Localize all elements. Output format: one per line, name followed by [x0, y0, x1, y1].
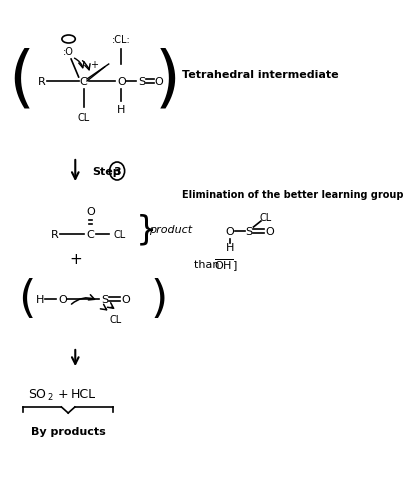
Text: :CL:: :CL: [112, 35, 131, 45]
Text: CL: CL [114, 229, 126, 239]
Text: S: S [139, 77, 146, 87]
Text: R: R [50, 229, 58, 239]
Text: :O: :O [63, 47, 74, 57]
Text: H: H [226, 242, 234, 253]
Text: CL: CL [260, 212, 272, 222]
Text: Tetrahedral intermediate: Tetrahedral intermediate [182, 70, 339, 80]
Text: CL: CL [109, 314, 121, 324]
Text: O: O [121, 295, 130, 305]
Text: CL: CL [77, 113, 90, 123]
Text: 2: 2 [48, 393, 53, 402]
Text: product: product [149, 224, 192, 234]
Text: H: H [36, 295, 45, 305]
Text: R: R [38, 77, 46, 87]
Text: (: ( [8, 47, 34, 113]
Text: O: O [225, 226, 234, 236]
Text: C: C [80, 77, 87, 87]
Text: +: + [69, 252, 82, 267]
Text: O: O [155, 77, 163, 87]
Text: Elimination of the better learning group: Elimination of the better learning group [182, 189, 404, 199]
Text: ): ) [154, 47, 180, 113]
Text: O: O [117, 77, 126, 87]
Text: (: ( [18, 278, 35, 321]
Text: SO: SO [28, 388, 46, 401]
Text: C: C [87, 229, 94, 239]
Text: ): ) [150, 278, 168, 321]
Text: ]: ] [233, 260, 237, 270]
Text: }: } [136, 213, 157, 246]
Text: O: O [86, 206, 95, 216]
Text: +: + [57, 388, 68, 401]
Text: H: H [117, 105, 126, 115]
Text: O: O [58, 295, 67, 305]
Text: $\overline{\mathrm{OH}}$: $\overline{\mathrm{OH}}$ [214, 257, 233, 272]
Text: HCL: HCL [71, 388, 96, 401]
Text: 3: 3 [113, 167, 121, 177]
Text: Step: Step [92, 167, 121, 177]
Text: By products: By products [31, 426, 106, 436]
Text: S: S [246, 226, 253, 236]
Text: +: + [90, 60, 98, 70]
Text: than: than [194, 260, 223, 270]
Text: S: S [101, 295, 108, 305]
Text: O: O [265, 226, 274, 236]
